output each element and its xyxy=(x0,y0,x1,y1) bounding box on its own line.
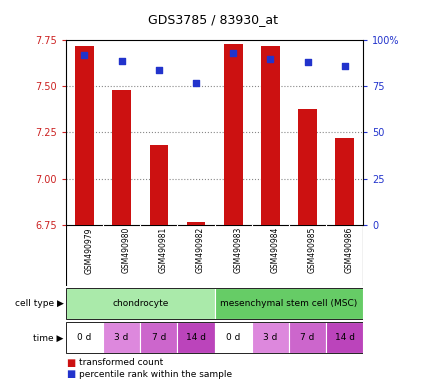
Text: GSM490986: GSM490986 xyxy=(345,227,354,273)
Bar xyxy=(224,44,243,225)
Point xyxy=(267,56,274,62)
Bar xyxy=(75,46,94,225)
Text: GSM490979: GSM490979 xyxy=(85,227,94,273)
Text: 7 d: 7 d xyxy=(152,333,166,343)
Point xyxy=(118,58,125,64)
Text: GSM490983: GSM490983 xyxy=(233,227,242,273)
Bar xyxy=(178,323,215,353)
Bar xyxy=(66,288,215,319)
Bar xyxy=(140,323,178,353)
Text: 3 d: 3 d xyxy=(263,333,278,343)
Bar xyxy=(187,222,205,225)
Text: GSM490981: GSM490981 xyxy=(159,227,168,273)
Point xyxy=(156,67,162,73)
Bar xyxy=(66,323,103,353)
Point xyxy=(304,60,311,66)
Point xyxy=(81,52,88,58)
Text: 14 d: 14 d xyxy=(186,333,206,343)
Text: 0 d: 0 d xyxy=(226,333,241,343)
Text: GSM490985: GSM490985 xyxy=(308,227,317,273)
Text: time ▶: time ▶ xyxy=(34,333,64,343)
Bar xyxy=(335,138,354,225)
Point xyxy=(341,63,348,69)
Text: GSM490984: GSM490984 xyxy=(270,227,279,273)
Text: ■: ■ xyxy=(66,369,75,379)
Bar xyxy=(252,323,289,353)
Bar xyxy=(215,323,252,353)
Text: cell type ▶: cell type ▶ xyxy=(15,299,64,308)
Text: 14 d: 14 d xyxy=(335,333,355,343)
Text: GSM490982: GSM490982 xyxy=(196,227,205,273)
Text: mesenchymal stem cell (MSC): mesenchymal stem cell (MSC) xyxy=(221,299,357,308)
Text: 0 d: 0 d xyxy=(77,333,92,343)
Text: 3 d: 3 d xyxy=(114,333,129,343)
Text: GSM490980: GSM490980 xyxy=(122,227,130,273)
Bar xyxy=(289,323,326,353)
Point xyxy=(230,50,237,56)
Text: transformed count: transformed count xyxy=(79,358,163,367)
Bar xyxy=(215,288,363,319)
Bar xyxy=(326,323,363,353)
Text: GDS3785 / 83930_at: GDS3785 / 83930_at xyxy=(147,13,278,26)
Bar xyxy=(103,323,140,353)
Text: ■: ■ xyxy=(66,358,75,368)
Bar xyxy=(298,109,317,225)
Text: 7 d: 7 d xyxy=(300,333,315,343)
Text: chondrocyte: chondrocyte xyxy=(112,299,168,308)
Bar xyxy=(261,46,280,225)
Point xyxy=(193,79,199,86)
Text: percentile rank within the sample: percentile rank within the sample xyxy=(79,370,232,379)
Bar xyxy=(112,90,131,225)
Bar xyxy=(150,146,168,225)
